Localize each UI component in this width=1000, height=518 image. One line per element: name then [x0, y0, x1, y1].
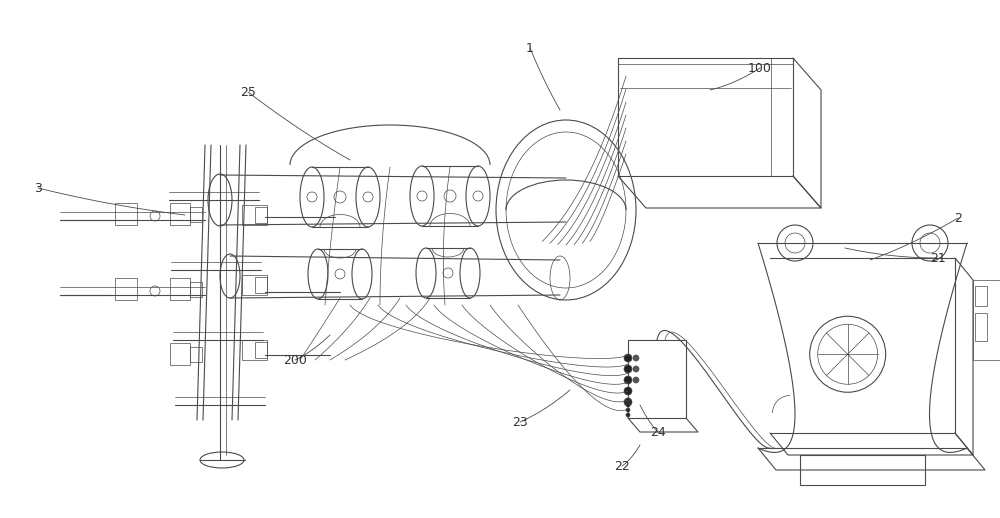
- Bar: [190, 347, 202, 362]
- Bar: [800, 455, 925, 485]
- Circle shape: [624, 365, 632, 373]
- Circle shape: [633, 355, 639, 361]
- Bar: [975, 286, 987, 306]
- Text: 2: 2: [954, 211, 962, 224]
- Bar: [115, 278, 137, 300]
- Circle shape: [626, 408, 630, 412]
- Circle shape: [626, 403, 630, 407]
- Bar: [255, 342, 267, 358]
- Circle shape: [624, 354, 632, 362]
- Text: 22: 22: [614, 459, 630, 472]
- Bar: [242, 205, 267, 225]
- Bar: [242, 275, 267, 295]
- Circle shape: [626, 398, 630, 402]
- Bar: [115, 203, 137, 225]
- Text: 25: 25: [240, 85, 256, 98]
- Circle shape: [633, 366, 639, 372]
- Bar: [170, 203, 190, 225]
- Text: 1: 1: [526, 41, 534, 54]
- Text: 24: 24: [650, 425, 666, 439]
- Bar: [973, 280, 1000, 360]
- Circle shape: [624, 387, 632, 395]
- Bar: [255, 277, 267, 293]
- Circle shape: [624, 398, 632, 406]
- Text: 100: 100: [748, 62, 772, 75]
- Bar: [190, 282, 202, 297]
- Bar: [170, 278, 190, 300]
- Circle shape: [633, 377, 639, 383]
- Text: 3: 3: [34, 181, 42, 194]
- Bar: [255, 207, 267, 223]
- Circle shape: [626, 413, 630, 417]
- Bar: [170, 343, 190, 365]
- Bar: [190, 207, 202, 222]
- Text: 21: 21: [930, 252, 946, 265]
- Text: 23: 23: [512, 415, 528, 428]
- Bar: [242, 340, 267, 360]
- Bar: [975, 313, 987, 341]
- Text: 200: 200: [283, 353, 307, 367]
- Bar: [628, 340, 686, 418]
- Circle shape: [624, 376, 632, 384]
